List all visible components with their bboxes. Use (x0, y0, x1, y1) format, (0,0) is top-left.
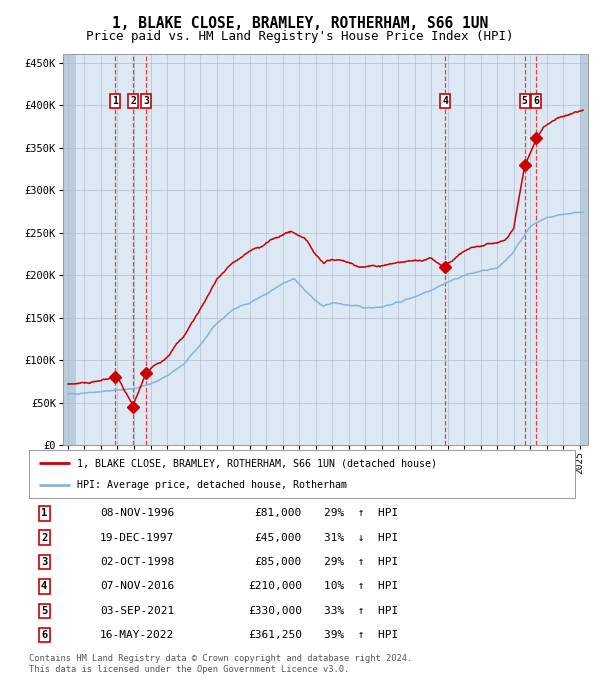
Text: 1: 1 (112, 97, 118, 106)
Text: 1, BLAKE CLOSE, BRAMLEY, ROTHERHAM, S66 1UN: 1, BLAKE CLOSE, BRAMLEY, ROTHERHAM, S66 … (112, 16, 488, 31)
Text: 5: 5 (522, 97, 528, 106)
Text: 1, BLAKE CLOSE, BRAMLEY, ROTHERHAM, S66 1UN (detached house): 1, BLAKE CLOSE, BRAMLEY, ROTHERHAM, S66 … (77, 458, 437, 468)
Text: £330,000: £330,000 (248, 606, 302, 616)
Text: Price paid vs. HM Land Registry's House Price Index (HPI): Price paid vs. HM Land Registry's House … (86, 30, 514, 43)
Text: £361,250: £361,250 (248, 630, 302, 640)
Text: 39%  ↑  HPI: 39% ↑ HPI (323, 630, 398, 640)
Text: 07-NOV-2016: 07-NOV-2016 (100, 581, 174, 592)
Bar (580, 54, 588, 445)
Text: £85,000: £85,000 (254, 557, 302, 567)
Text: 08-NOV-1996: 08-NOV-1996 (100, 509, 174, 518)
Text: 19-DEC-1997: 19-DEC-1997 (100, 532, 174, 543)
Text: 02-OCT-1998: 02-OCT-1998 (100, 557, 174, 567)
Text: £45,000: £45,000 (254, 532, 302, 543)
Text: 2: 2 (41, 532, 47, 543)
Text: 2: 2 (130, 97, 136, 106)
Text: 4: 4 (41, 581, 47, 592)
Text: 03-SEP-2021: 03-SEP-2021 (100, 606, 174, 616)
Text: 3: 3 (143, 97, 149, 106)
Text: HPI: Average price, detached house, Rotherham: HPI: Average price, detached house, Roth… (77, 480, 347, 490)
Text: 33%  ↑  HPI: 33% ↑ HPI (323, 606, 398, 616)
Text: 4: 4 (442, 97, 448, 106)
Text: 29%  ↑  HPI: 29% ↑ HPI (323, 557, 398, 567)
Text: 3: 3 (41, 557, 47, 567)
Text: 6: 6 (41, 630, 47, 640)
Text: 31%  ↓  HPI: 31% ↓ HPI (323, 532, 398, 543)
Text: 6: 6 (533, 97, 539, 106)
Text: Contains HM Land Registry data © Crown copyright and database right 2024.
This d: Contains HM Land Registry data © Crown c… (29, 654, 412, 674)
Text: 16-MAY-2022: 16-MAY-2022 (100, 630, 174, 640)
Text: 1: 1 (41, 509, 47, 518)
Text: £210,000: £210,000 (248, 581, 302, 592)
Text: 29%  ↑  HPI: 29% ↑ HPI (323, 509, 398, 518)
Text: £81,000: £81,000 (254, 509, 302, 518)
Text: 5: 5 (41, 606, 47, 616)
Text: 10%  ↑  HPI: 10% ↑ HPI (323, 581, 398, 592)
Bar (63, 54, 76, 445)
